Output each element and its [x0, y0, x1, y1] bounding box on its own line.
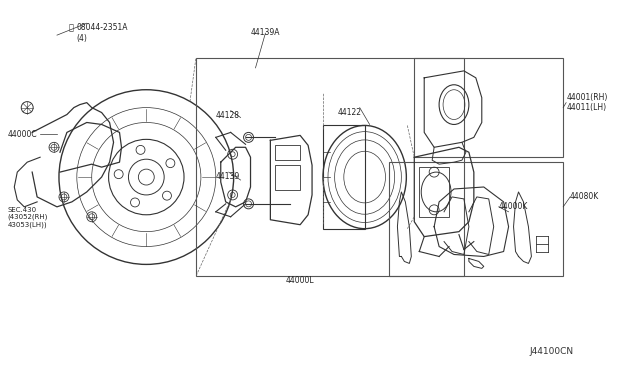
- Text: 44139A: 44139A: [251, 28, 280, 37]
- Bar: [196, 58, 464, 276]
- Bar: [275, 145, 300, 160]
- Bar: [390, 162, 563, 276]
- Bar: [275, 165, 300, 190]
- Text: 44000C: 44000C: [7, 130, 37, 139]
- Text: SEC.430
(43052(RH)
43053(LH)): SEC.430 (43052(RH) 43053(LH)): [7, 207, 48, 228]
- Text: 44000L: 44000L: [286, 276, 314, 285]
- Text: 44080K: 44080K: [570, 192, 600, 201]
- Bar: [414, 58, 563, 157]
- Text: 44128: 44128: [216, 110, 240, 119]
- Text: 44000K: 44000K: [499, 202, 528, 211]
- Bar: [323, 125, 365, 229]
- Text: 44139: 44139: [216, 172, 240, 181]
- Bar: [419, 167, 449, 217]
- Text: J44100CN: J44100CN: [529, 347, 573, 356]
- Text: Ⓑ: Ⓑ: [69, 23, 74, 32]
- Text: 44001(RH)
44011(LH): 44001(RH) 44011(LH): [566, 93, 607, 112]
- Text: 44122: 44122: [338, 108, 362, 116]
- Text: 08044-2351A
(4): 08044-2351A (4): [77, 23, 129, 43]
